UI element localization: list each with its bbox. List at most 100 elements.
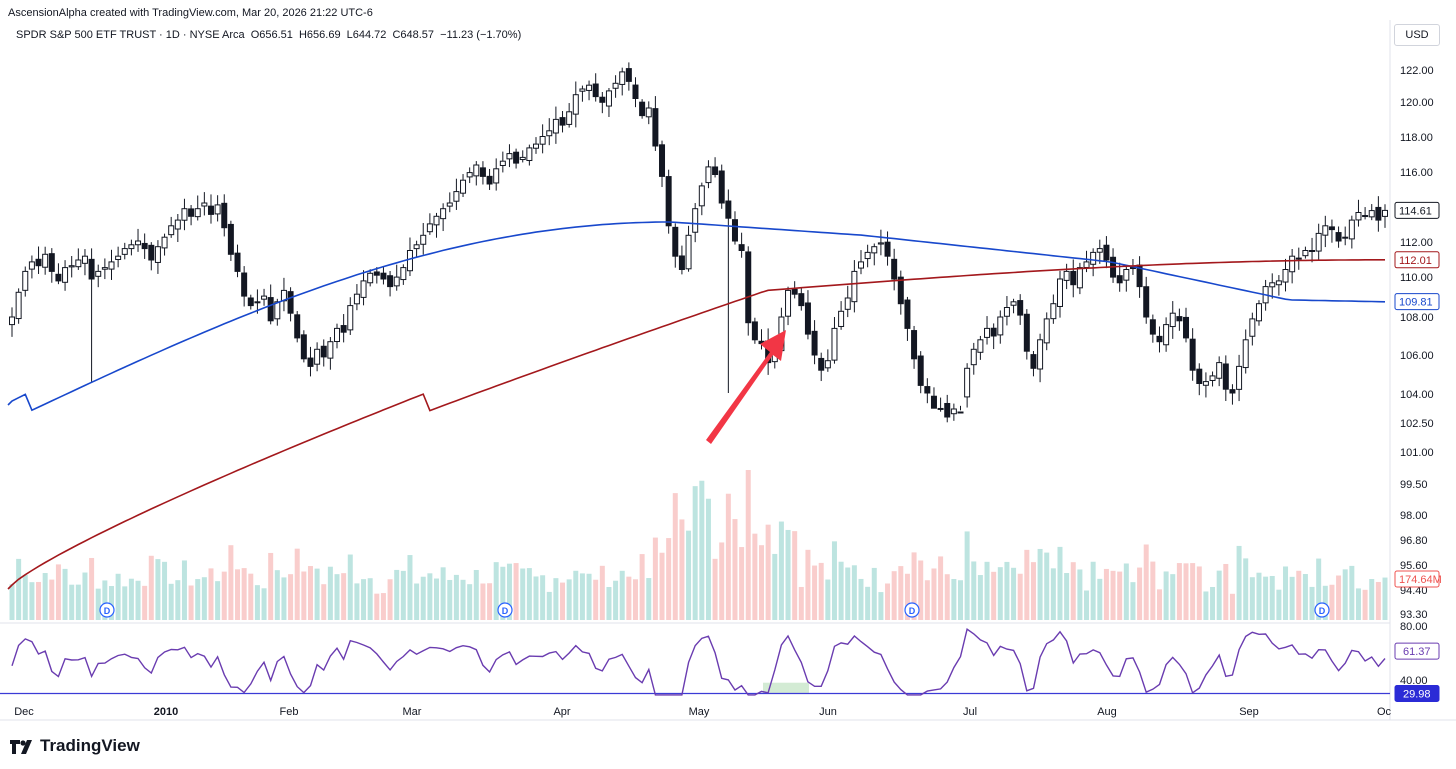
time-axis-label: Jul [963,706,977,718]
candle-body [1003,307,1010,317]
dividend-marker-label: D [1319,606,1326,616]
volume-bar [473,569,479,620]
price-axis-tick: 101.00 [1400,447,1434,459]
volume-bar [1229,593,1235,620]
candle-body [35,258,42,267]
dividend-marker[interactable] [904,602,920,618]
volume-bar [1183,563,1189,620]
volume-bar [1210,586,1216,620]
volume-bar [891,571,897,620]
price-axis-tick: 118.00 [1400,132,1433,144]
candle-body [712,166,719,176]
candle-body [858,261,865,269]
volume-bar [1017,573,1023,620]
volume-bar [831,541,837,620]
candle-body [725,200,732,219]
candle-body [1189,338,1196,371]
volume-bar [9,584,15,620]
volume-bar [1156,589,1162,620]
annotation-arrow[interactable] [706,330,786,444]
volume-bar [1064,573,1070,620]
price-axis-tick: 93.30 [1400,609,1428,621]
candle-body [1368,210,1375,218]
price-axis-tick: 108.00 [1400,312,1434,324]
candle-body [605,90,612,107]
candle-body [141,242,148,250]
volume-bar [719,542,725,620]
dividend-marker[interactable] [497,602,513,618]
candle-body [121,248,128,255]
volume-bar [434,578,440,620]
price-marker-badge [1394,251,1440,269]
price-marker-badge [1394,570,1440,588]
volume-bar [546,591,552,620]
volume-bar [679,519,685,620]
tradingview-logo-text: TradingView [40,736,140,755]
volume-bar [593,579,599,620]
volume-bar [361,579,367,620]
volume-bar [115,573,121,620]
volume-bar [288,574,294,620]
volume-bar [1057,546,1063,620]
price-chart[interactable]: 122.00120.00118.00116.00114.00112.00110.… [0,0,1456,730]
volume-bar [394,569,400,620]
candle-body [1090,251,1097,265]
candle-body [731,219,738,242]
candle-body [917,355,924,386]
ohlc-change: −11.23 (−1.70%) [440,29,522,41]
volume-bar [62,568,68,620]
volume-bar [984,561,990,620]
tradingview-logo[interactable]: TradingView [10,736,140,756]
dividend-marker[interactable] [1314,602,1330,618]
candle-body [62,267,69,283]
price-axis-tick: 116.00 [1400,167,1433,179]
candle-body [804,302,811,335]
candle-body [1375,206,1382,221]
attribution-text: AscensionAlpha created with TradingView.… [8,7,373,19]
volume-bar [957,580,963,620]
volume-bar [155,559,161,620]
volume-bar [1355,588,1361,620]
dividend-marker[interactable] [99,602,115,618]
volume-bar [911,552,917,620]
volume-bar [168,583,174,620]
rsi-marker-badge [1394,642,1440,660]
candle-body [1342,236,1349,239]
candle-body [1163,324,1170,346]
volume-bar [712,558,718,620]
volume-bar [487,583,493,620]
candle-body [1083,261,1090,268]
candle-body [665,176,672,227]
candle-body [950,408,957,415]
volume-bar [354,583,360,620]
symbol-name[interactable]: SPDR S&P 500 ETF TRUST · 1D · NYSE Arca [16,29,245,41]
volume-bar [619,570,625,620]
volume-bar [1044,552,1050,620]
candle-body [1289,255,1296,273]
volume-bar [1143,544,1149,620]
candle-body [877,242,884,245]
symbol-legend: SPDR S&P 500 ETF TRUST · 1D · NYSE Arca … [16,29,524,41]
time-axis-label: Oc [1377,706,1392,718]
rsi-line [11,628,1386,696]
volume-bar [374,593,380,620]
volume-bar [845,567,851,620]
volume-bar [778,521,784,620]
candle-body [426,223,433,233]
volume-bar [181,560,187,620]
candle-body [1242,339,1249,369]
candle-body [864,251,871,260]
volume-bar [785,529,791,620]
volume-bar [520,568,526,620]
volume-bar [1090,561,1096,620]
candle-body [1030,354,1037,369]
candle-body [227,223,234,255]
volume-bar [301,571,307,620]
candle-body [221,202,228,229]
volume-bar [1024,549,1030,620]
candle-body [705,166,712,184]
currency-button[interactable]: USD [1394,24,1440,46]
candle-body [334,327,341,343]
rsi-axis-tick: 40.00 [1400,675,1428,687]
price-marker-label: 112.01 [1399,255,1432,267]
